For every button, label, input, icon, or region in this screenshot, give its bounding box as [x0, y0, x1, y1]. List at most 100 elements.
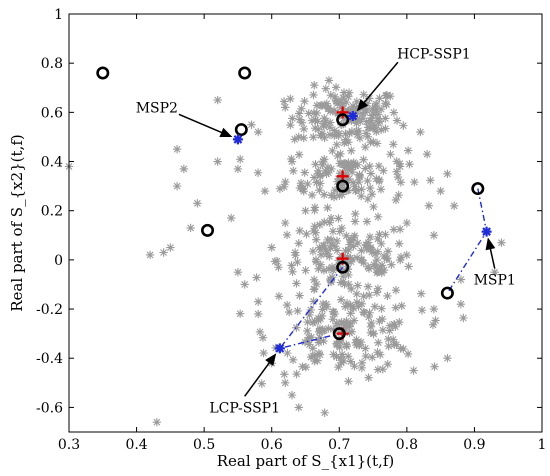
- scatter-point: [309, 108, 319, 118]
- scatter-point: [361, 142, 370, 152]
- scatter-point: [329, 264, 339, 273]
- scatter-point: [364, 312, 373, 322]
- scatter-point: [313, 356, 322, 365]
- scatter-point: [361, 108, 370, 117]
- scatter-point: [357, 363, 367, 373]
- scatter-point: [315, 333, 325, 342]
- y-tick-label: 0.8: [41, 56, 63, 72]
- scatter-point: [320, 155, 329, 164]
- scatter-point: [329, 350, 338, 359]
- scatter-point: [344, 158, 353, 167]
- scatter-point: [346, 162, 356, 171]
- scatter-point: [355, 170, 364, 179]
- scatter-point: [336, 353, 345, 363]
- scatter-point: [336, 103, 346, 112]
- scatter-point: [376, 104, 386, 114]
- scatter-point: [336, 179, 345, 188]
- scatter-point: [361, 164, 370, 173]
- scatter-point: [322, 169, 331, 179]
- scatter-point: [314, 327, 324, 337]
- scatter-point: [357, 358, 367, 367]
- scatter-point: [399, 121, 408, 130]
- scatter-point: [375, 317, 384, 326]
- scatter-point: [392, 116, 402, 125]
- scatter-point: [353, 160, 362, 169]
- scatter-point: [344, 270, 353, 280]
- scatter-point: [381, 99, 390, 108]
- scatter-point: [329, 307, 339, 317]
- circle-marker: [234, 123, 248, 137]
- y-tick-label: -0.2: [36, 302, 63, 318]
- scatter-point: [353, 115, 362, 124]
- scatter-point: [186, 223, 195, 233]
- scatter-point: [429, 231, 439, 240]
- scatter-point: [359, 90, 368, 99]
- x-axis-label: Real part of S_{x1}(t,f): [217, 452, 394, 470]
- scatter-point: [252, 273, 261, 282]
- scatter-point: [332, 339, 341, 348]
- scatter-point: [363, 176, 372, 186]
- scatter-point: [312, 235, 321, 244]
- scatter-point: [255, 327, 265, 337]
- scatter-point: [287, 154, 296, 164]
- scatter-point: [343, 352, 353, 361]
- scatter-point: [316, 179, 325, 188]
- scatter-point: [386, 150, 395, 159]
- x-tick-label: 0.9: [463, 437, 485, 453]
- scatter-point: [328, 265, 338, 275]
- scatter-point: [284, 307, 294, 317]
- scatter-point: [287, 261, 296, 270]
- scatter-point: [357, 246, 366, 255]
- scatter-point: [373, 365, 383, 374]
- scatter-point: [373, 110, 383, 119]
- scatter-point: [310, 80, 319, 90]
- scatter-point: [311, 160, 320, 169]
- scatter-point: [329, 106, 339, 115]
- scatter-point: [374, 267, 383, 276]
- scatter-point: [391, 285, 401, 295]
- blue-marker: [347, 111, 358, 122]
- scatter-point: [294, 150, 304, 159]
- annotation-label: HCP-SSP1: [397, 46, 471, 62]
- scatter-point: [320, 118, 329, 128]
- scatter-point: [381, 114, 390, 123]
- scatter-point: [280, 370, 289, 379]
- scatter-point: [323, 203, 332, 212]
- scatter-point: [362, 117, 371, 126]
- scatter-point: [436, 186, 445, 196]
- scatter-point: [405, 159, 414, 169]
- scatter-point: [365, 308, 374, 317]
- scatter-point: [352, 119, 361, 128]
- scatter-point: [293, 306, 302, 316]
- scatter-point: [349, 233, 358, 242]
- scatter-point: [375, 94, 384, 103]
- scatter-point: [295, 115, 304, 124]
- scatter-point: [339, 88, 349, 97]
- scatter-point: [335, 169, 345, 178]
- scatter-point: [319, 266, 329, 275]
- scatter-point: [347, 167, 357, 177]
- scatter-point: [314, 166, 323, 175]
- scatter-point: [371, 249, 380, 259]
- scatter-point: [254, 127, 263, 137]
- scatter-point: [315, 243, 324, 252]
- scatter-point: [357, 109, 367, 118]
- scatter-point: [352, 340, 361, 350]
- scatter-point: [369, 110, 378, 119]
- scatter-point: [376, 262, 385, 272]
- scatter-point: [362, 217, 372, 226]
- scatter-point: [372, 174, 381, 184]
- scatter-point: [417, 306, 427, 315]
- scatter-point: [335, 159, 344, 168]
- scatter-point: [290, 248, 300, 257]
- scatter-point: [350, 362, 359, 371]
- scatter-point: [364, 264, 374, 273]
- scatter-point: [320, 190, 329, 199]
- scatter-point: [213, 95, 222, 105]
- scatter-point: [283, 348, 292, 358]
- scatter-point: [326, 213, 336, 223]
- scatter-point: [389, 335, 398, 344]
- scatter-point: [254, 309, 263, 319]
- scatter-point: [240, 280, 249, 289]
- scatter-point: [254, 297, 263, 306]
